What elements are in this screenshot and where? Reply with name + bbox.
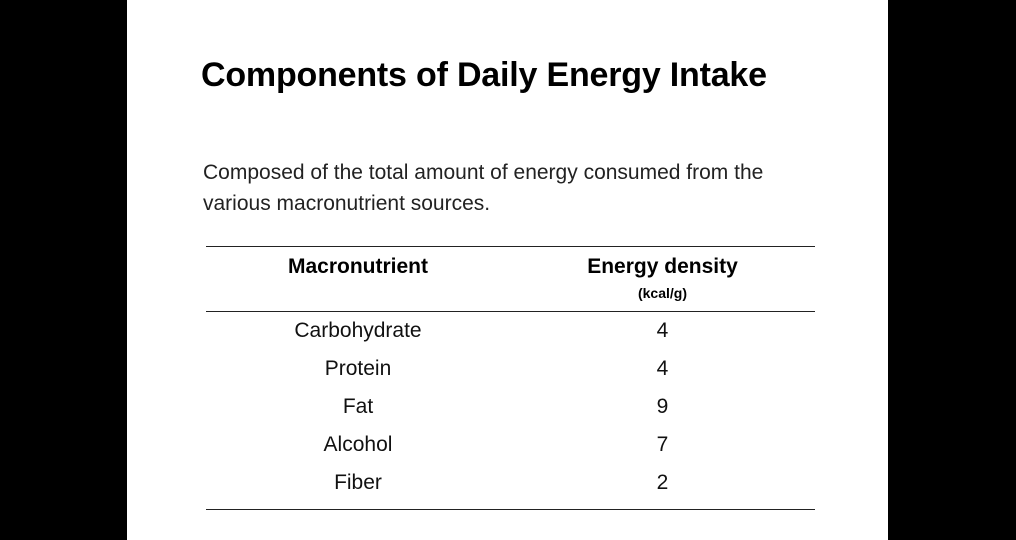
- energy-density-table: Macronutrient Energy density (kcal/g) Ca…: [206, 246, 815, 510]
- slide-title: Components of Daily Energy Intake: [201, 56, 767, 94]
- table-body: Carbohydrate 4 Protein 4 Fat 9 Alcohol 7…: [206, 312, 815, 509]
- macronutrient-cell: Protein: [324, 357, 392, 380]
- table-row: Fat 9: [206, 391, 815, 429]
- energy-density-cell: 4: [656, 319, 669, 342]
- table-header-rule: [206, 311, 815, 312]
- macronutrient-cell: Fiber: [334, 471, 382, 494]
- table-top-rule: [206, 246, 815, 247]
- energy-density-cell: 7: [656, 433, 669, 456]
- energy-density-cell: 9: [656, 395, 669, 418]
- table-row: Alcohol 7: [206, 429, 815, 467]
- slide: Components of Daily Energy Intake Compos…: [127, 0, 888, 540]
- table-row: Fiber 2: [206, 467, 815, 505]
- macronutrient-cell: Alcohol: [323, 433, 393, 456]
- table-row: Carbohydrate 4: [206, 315, 815, 353]
- energy-density-cell: 2: [656, 471, 669, 494]
- table-bottom-rule: [206, 509, 815, 510]
- macronutrient-cell: Fat: [342, 395, 374, 418]
- macronutrient-cell: Carbohydrate: [294, 319, 422, 342]
- header-energy-density-unit: (kcal/g): [637, 285, 687, 301]
- table-row: Protein 4: [206, 353, 815, 391]
- header-energy-density: Energy density (kcal/g): [510, 255, 815, 301]
- slide-subtitle: Composed of the total amount of energy c…: [203, 161, 764, 215]
- header-energy-density-label: Energy density: [587, 255, 738, 278]
- table-header-row: Macronutrient Energy density (kcal/g): [206, 247, 815, 311]
- header-macronutrient: Macronutrient: [287, 255, 428, 278]
- energy-density-cell: 4: [656, 357, 669, 380]
